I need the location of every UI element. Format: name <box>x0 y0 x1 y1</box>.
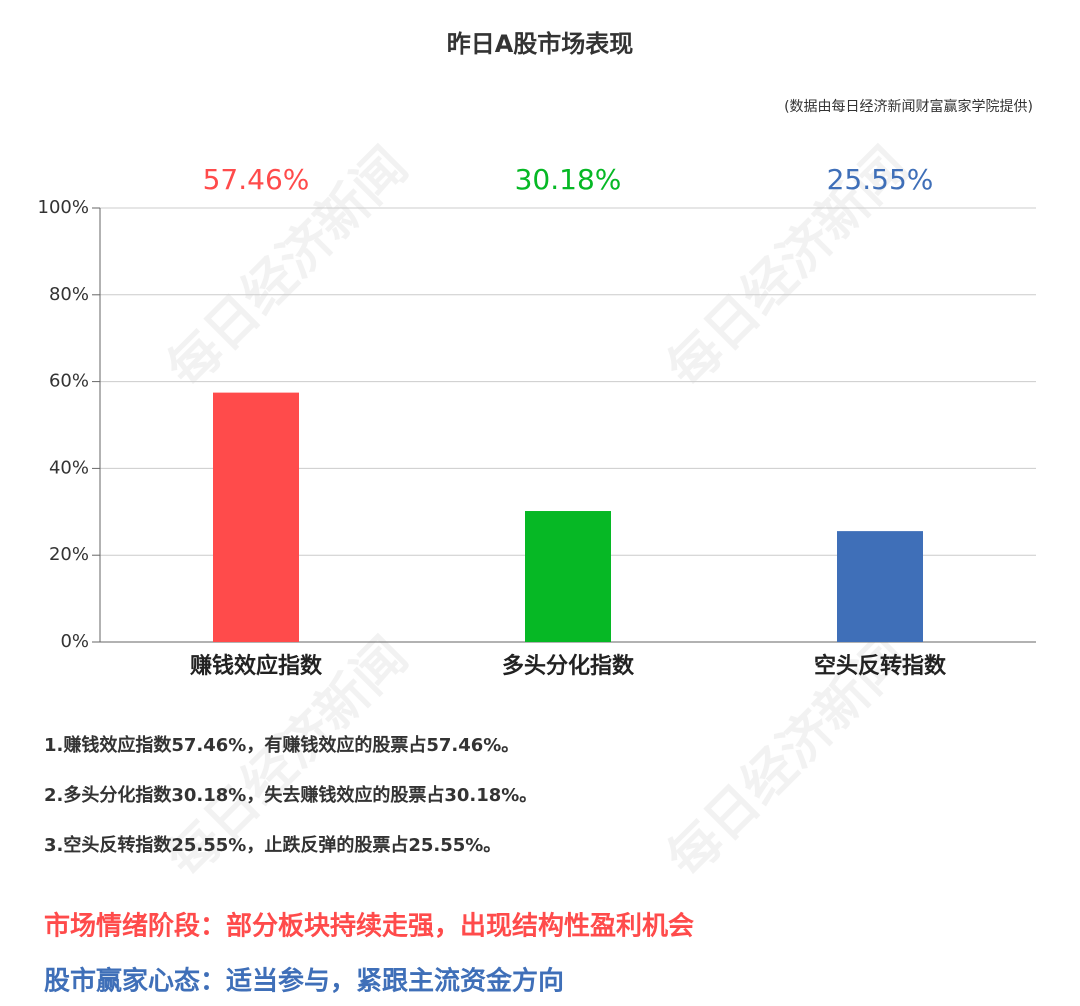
conclusion: 股市赢家心态：适当参与，紧跟主流资金方向 <box>44 966 564 997</box>
note: 2.多头分化指数30.18%，失去赚钱效应的股票占30.18%。 <box>44 784 537 806</box>
x-tick-label: 多头分化指数 <box>502 653 635 679</box>
chart-subtitle: (数据由每日经济新闻财富赢家学院提供) <box>784 98 1033 115</box>
conclusion: 市场情绪阶段：部分板块持续走强，出现结构性盈利机会 <box>44 911 694 942</box>
y-tick-label: 80% <box>49 284 89 305</box>
value-label: 57.46% <box>203 163 310 196</box>
x-tick-label: 空头反转指数 <box>814 653 947 679</box>
value-label: 30.18% <box>515 163 622 196</box>
y-tick-label: 40% <box>49 457 89 478</box>
bar <box>525 511 611 642</box>
note: 3.空头反转指数25.55%，止跌反弹的股票占25.55%。 <box>44 834 501 856</box>
x-tick-label: 赚钱效应指数 <box>190 653 323 679</box>
y-tick-label: 0% <box>60 631 89 652</box>
y-tick-label: 100% <box>38 197 89 218</box>
value-label: 25.55% <box>827 163 934 196</box>
bar <box>213 392 299 642</box>
bar <box>837 531 923 642</box>
y-tick-label: 20% <box>49 544 89 565</box>
note: 1.赚钱效应指数57.46%，有赚钱效应的股票占57.46%。 <box>44 734 519 756</box>
y-tick-label: 60% <box>49 371 89 392</box>
chart-title: 昨日A股市场表现 <box>447 30 634 58</box>
